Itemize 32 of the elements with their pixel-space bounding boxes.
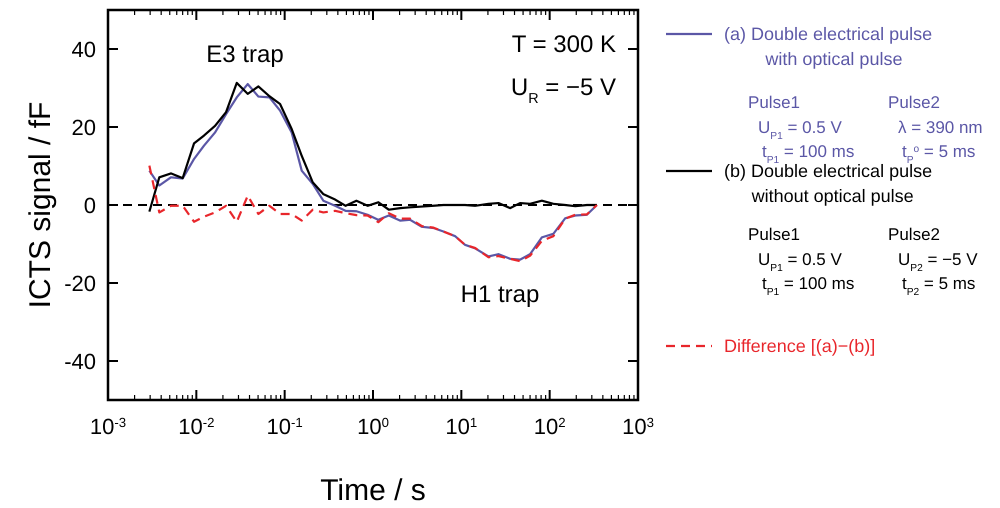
annotation: T = 300 K [512, 31, 616, 58]
legend-label: (a) Double electrical pulse with optical pulse [724, 24, 932, 69]
legend-label: Difference [(a)−(b)] [724, 336, 876, 356]
y-tick-label: 20 [72, 115, 96, 140]
annotation: U$_{R}$ = −5 V [510, 74, 616, 107]
x-axis-title: Time / s [320, 474, 426, 507]
y-axis-title: ICTS signal / fF [24, 102, 57, 308]
x-tick-label: 10$^{3}$ [622, 414, 654, 439]
x-tick-label: 10$^{-3}$ [90, 414, 126, 439]
annotation: H1 trap [460, 281, 540, 308]
text: t$_{P1}$ = 100 ms [762, 274, 854, 298]
y-tick-label: 40 [72, 37, 96, 62]
text: Pulse2 [888, 93, 940, 112]
annotation: E3 trap [206, 41, 284, 68]
text: U$_{P1}$ = 0.5 V [758, 250, 842, 274]
text: t$_{P2}$ = 5 ms [902, 274, 976, 298]
x-tick-label: 10$^{0}$ [357, 414, 389, 439]
text: Pulse2 [888, 225, 940, 244]
x-tick-label: 10$^{-1}$ [266, 414, 303, 439]
text: t$_{P1}$ = 100 ms [762, 142, 854, 166]
y-tick-label: -40 [64, 349, 96, 374]
text: λ = 390 nm [898, 118, 983, 137]
x-tick-label: 10$^{1}$ [445, 414, 478, 439]
text: Pulse1 [748, 93, 800, 112]
x-tick-label: 10$^{-2}$ [178, 414, 214, 439]
text: t$_{P}$$^{o}$ = 5 ms [902, 142, 976, 166]
y-tick-label: -20 [64, 271, 96, 296]
text: U$_{P1}$ = 0.5 V [758, 118, 842, 142]
y-tick-label: 0 [84, 193, 96, 218]
text: Pulse1 [748, 225, 800, 244]
text: U$_{P2}$ = −5 V [898, 250, 978, 274]
x-tick-label: 10$^{2}$ [534, 414, 566, 439]
